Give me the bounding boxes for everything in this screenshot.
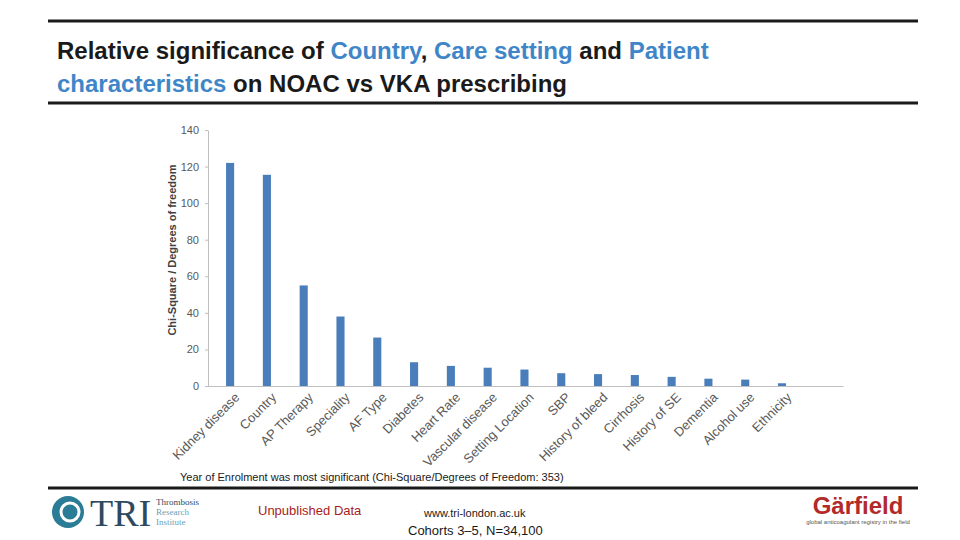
bar xyxy=(300,285,308,386)
x-tick: SBP xyxy=(545,390,574,419)
bar xyxy=(778,383,786,386)
bar xyxy=(520,370,528,386)
bar xyxy=(263,175,271,386)
y-tick-label: 60 xyxy=(187,270,199,282)
x-tick-label: History of SE xyxy=(620,390,684,454)
tri-logo-inner xyxy=(61,503,79,521)
y-tick-label: 80 xyxy=(187,234,199,246)
website: www.tri-london.ac.uk xyxy=(423,507,526,519)
y-tick: 40 xyxy=(187,307,208,319)
title-segment: characteristics xyxy=(57,70,226,97)
tri-logo-name: TRI xyxy=(90,492,151,534)
tri-logo-circle xyxy=(52,496,84,528)
x-tick-label: History of bleed xyxy=(536,390,610,464)
bar xyxy=(484,368,492,386)
title-segment: and xyxy=(573,37,629,64)
x-tick: History of SE xyxy=(620,390,684,454)
tri-logo: TRI ThrombosisResearchInstitute xyxy=(52,492,199,534)
bar xyxy=(226,163,234,386)
title-segment: , xyxy=(421,37,434,64)
title-segment: Country xyxy=(330,37,423,64)
x-tick-label: AP Therapy xyxy=(257,389,316,448)
x-axis: Kidney diseaseCountryAP TherapySpecialit… xyxy=(169,387,843,470)
x-tick-label: Setting Location xyxy=(460,390,537,467)
tri-logo-subtitle: Institute xyxy=(156,517,186,527)
y-axis-line xyxy=(208,131,209,387)
garfield-logo-name: Gärfield xyxy=(813,492,904,519)
x-tick-label: Alcohol use xyxy=(699,390,757,448)
status-note: Unpublished Data xyxy=(258,503,362,518)
bar xyxy=(373,338,381,386)
y-tick-label: 0 xyxy=(193,380,199,392)
title-segment: Patient xyxy=(629,37,709,64)
bar xyxy=(668,377,676,386)
y-tick-mark xyxy=(205,313,208,314)
x-tick-label: SBP xyxy=(545,390,574,419)
y-tick: 120 xyxy=(181,161,208,173)
y-axis: 0 20 40 60 80 100 120 140 xyxy=(181,124,209,392)
bar xyxy=(336,317,344,386)
y-axis-title: Chi-Square / Degrees of freedom xyxy=(166,164,178,335)
y-tick: 80 xyxy=(187,234,208,246)
bar xyxy=(594,374,602,386)
bar xyxy=(557,373,565,386)
y-tick-label: 20 xyxy=(187,343,199,355)
bar xyxy=(410,362,418,386)
y-tick: 140 xyxy=(181,124,208,136)
bar xyxy=(741,380,749,386)
garfield-logo-tagline: global anticoagulant registry in the fie… xyxy=(806,519,910,525)
tri-logo-subtitle: Thrombosis xyxy=(156,497,199,507)
bar xyxy=(704,379,712,386)
title-rule xyxy=(48,102,918,105)
y-tick-mark xyxy=(205,240,208,241)
bar xyxy=(631,375,639,386)
y-tick-mark xyxy=(205,203,208,204)
y-tick-mark xyxy=(205,167,208,168)
cohort-note: Cohorts 3–5, N=34,100 xyxy=(408,523,543,538)
y-tick-label: 100 xyxy=(181,197,199,209)
y-tick: 100 xyxy=(181,197,208,209)
x-tick-label: Speciality xyxy=(303,389,353,439)
tri-logo-subtitle: Research xyxy=(156,507,189,517)
title-segment: on NOAC vs VKA prescribing xyxy=(226,70,567,97)
title-segment: Relative significance of xyxy=(57,37,330,64)
y-tick: 60 xyxy=(187,270,208,282)
garfield-logo: Gärfieldglobal anticoagulant registry in… xyxy=(806,492,910,525)
y-tick-mark xyxy=(205,276,208,277)
x-tick-label: Ethnicity xyxy=(749,389,795,435)
bars xyxy=(226,163,786,386)
title-line: characteristics on NOAC vs VKA prescribi… xyxy=(57,70,567,97)
y-tick: 20 xyxy=(187,343,208,355)
y-tick-mark xyxy=(205,130,208,131)
x-tick: Ethnicity xyxy=(749,389,795,435)
y-tick-label: 40 xyxy=(187,307,199,319)
x-tick-label: Kidney disease xyxy=(169,390,242,463)
x-tick: Kidney disease xyxy=(169,390,242,463)
x-tick: Alcohol use xyxy=(699,390,757,448)
top-rule xyxy=(48,20,918,23)
y-tick-label: 120 xyxy=(181,161,199,173)
x-tick: Setting Location xyxy=(460,390,537,467)
x-tick: History of bleed xyxy=(536,390,610,464)
x-tick: Speciality xyxy=(303,389,353,439)
y-tick-label: 140 xyxy=(181,124,199,136)
title-line: Relative significance of Country, Care s… xyxy=(57,37,709,64)
x-axis-line xyxy=(206,386,844,387)
bottom-rule xyxy=(48,487,918,490)
y-tick-mark xyxy=(205,349,208,350)
bar xyxy=(447,366,455,386)
title-segment: Care setting xyxy=(434,37,573,64)
annotation: Year of Enrolment was most significant (… xyxy=(180,471,564,483)
slide: Relative significance of Country, Care s… xyxy=(0,0,960,540)
x-tick: AP Therapy xyxy=(257,389,316,448)
